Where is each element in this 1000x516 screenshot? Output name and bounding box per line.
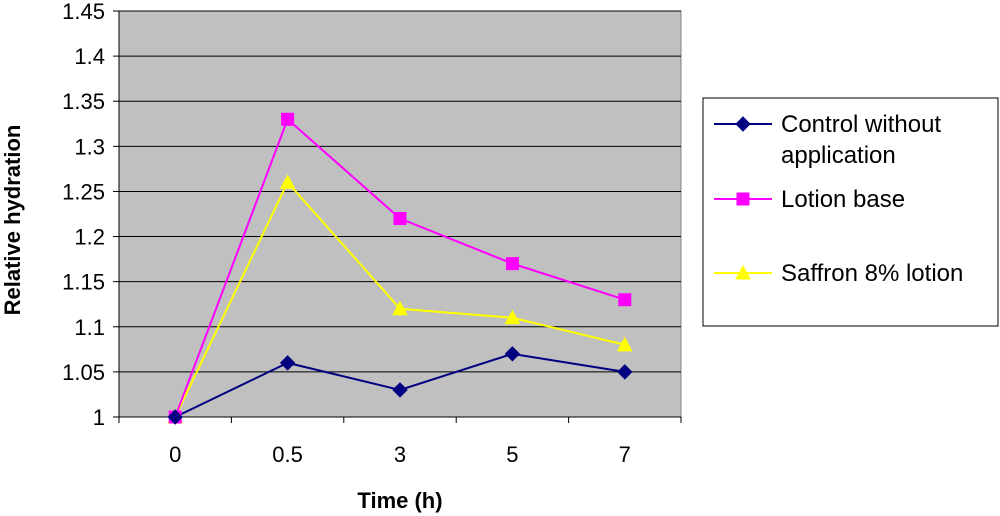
data-point-marker xyxy=(504,309,521,325)
data-point-marker xyxy=(279,355,296,371)
y-tick-label: 1 xyxy=(93,405,105,430)
gridlines xyxy=(119,10,681,373)
data-point-marker xyxy=(392,300,408,316)
legend-label: Lotion base xyxy=(781,186,905,213)
y-tick-label: 1.05 xyxy=(62,360,105,385)
data-point-marker xyxy=(617,364,633,380)
x-tick-label: 3 xyxy=(394,442,406,467)
data-point-marker xyxy=(504,346,521,362)
y-axis-title: Relative hydration xyxy=(0,125,25,316)
y-tick-label: 1.4 xyxy=(74,44,105,69)
legend-label: Control without xyxy=(781,111,941,138)
x-tick-label: 0 xyxy=(169,442,181,467)
legend-marker xyxy=(735,264,751,280)
y-tick-label: 1.2 xyxy=(74,225,105,250)
data-point-marker xyxy=(393,212,407,226)
legend-box xyxy=(702,97,999,327)
y-tick-label: 1.25 xyxy=(62,179,105,204)
legend-label: application xyxy=(781,142,896,169)
data-point-marker xyxy=(279,174,296,189)
legend-label: Saffron 8% lotion xyxy=(781,260,963,287)
data-point-marker xyxy=(281,112,295,126)
data-point-marker xyxy=(618,293,632,307)
y-tick-labels: 1 1.05 1.1 1.15 1.2 1.25 1.3 1.35 1.4 1.45 xyxy=(62,0,105,430)
x-tick-label: 5 xyxy=(506,442,518,467)
axes xyxy=(113,10,682,423)
x-tick-label: 0.5 xyxy=(272,442,303,467)
y-tick-label: 1.35 xyxy=(62,89,105,114)
y-tick-label: 1.15 xyxy=(62,270,105,295)
y-tick-label: 1.1 xyxy=(74,315,105,340)
legend-marker xyxy=(736,192,750,206)
x-axis-title: Time (h) xyxy=(357,488,442,513)
y-tick-label: 1.45 xyxy=(62,0,105,24)
y-tick-label: 1.3 xyxy=(74,134,105,159)
data-point-marker xyxy=(392,382,408,398)
data-point-marker xyxy=(616,336,633,352)
legend-marker xyxy=(735,116,751,132)
data-point-marker xyxy=(505,257,519,271)
data-point-marker xyxy=(167,409,183,425)
series-group xyxy=(167,112,633,425)
x-tick-label: 7 xyxy=(619,442,631,467)
x-tick-labels: 0 0.5 3 5 7 xyxy=(169,442,631,467)
legend: Control without application Lotion base Saf… xyxy=(702,97,999,327)
